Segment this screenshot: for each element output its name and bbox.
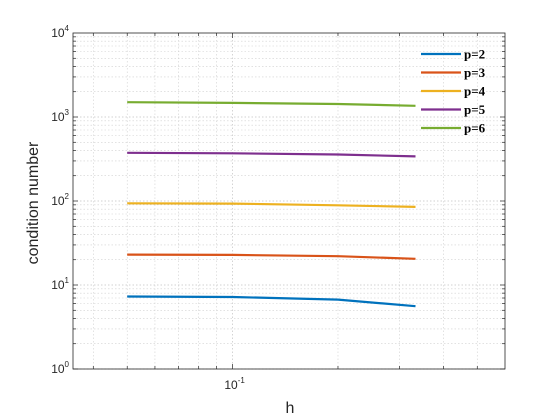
- legend-label: p=6: [464, 121, 486, 136]
- grid: [73, 33, 505, 370]
- series-line-p2: [127, 295, 416, 308]
- y-tick-label: 100: [51, 360, 69, 376]
- y-tick-label: 102: [51, 192, 69, 208]
- series-lines: [127, 101, 416, 308]
- tick-marks: [73, 33, 505, 370]
- y-tick-label: 103: [51, 108, 69, 124]
- y-axis-label: condition number: [25, 141, 42, 264]
- series-line-p4: [127, 202, 416, 208]
- x-tick-label: 10-1: [224, 376, 245, 392]
- y-tick-label: 101: [51, 276, 69, 292]
- legend-label: p=2: [464, 47, 485, 62]
- y-tick-label: 104: [51, 24, 69, 40]
- x-axis-label: h: [286, 400, 295, 417]
- legend: p=2 p=3 p=4 p=5 p=6: [421, 47, 486, 136]
- series-line-p5: [127, 151, 416, 158]
- tick-labels: 100 101 102 103 104 10-1: [51, 24, 245, 392]
- plot-area-frame: [72, 32, 506, 370]
- legend-label: p=5: [464, 102, 486, 117]
- series-line-p6: [127, 101, 416, 107]
- series-line-p3: [127, 253, 416, 260]
- legend-label: p=3: [464, 65, 486, 80]
- legend-label: p=4: [464, 84, 486, 99]
